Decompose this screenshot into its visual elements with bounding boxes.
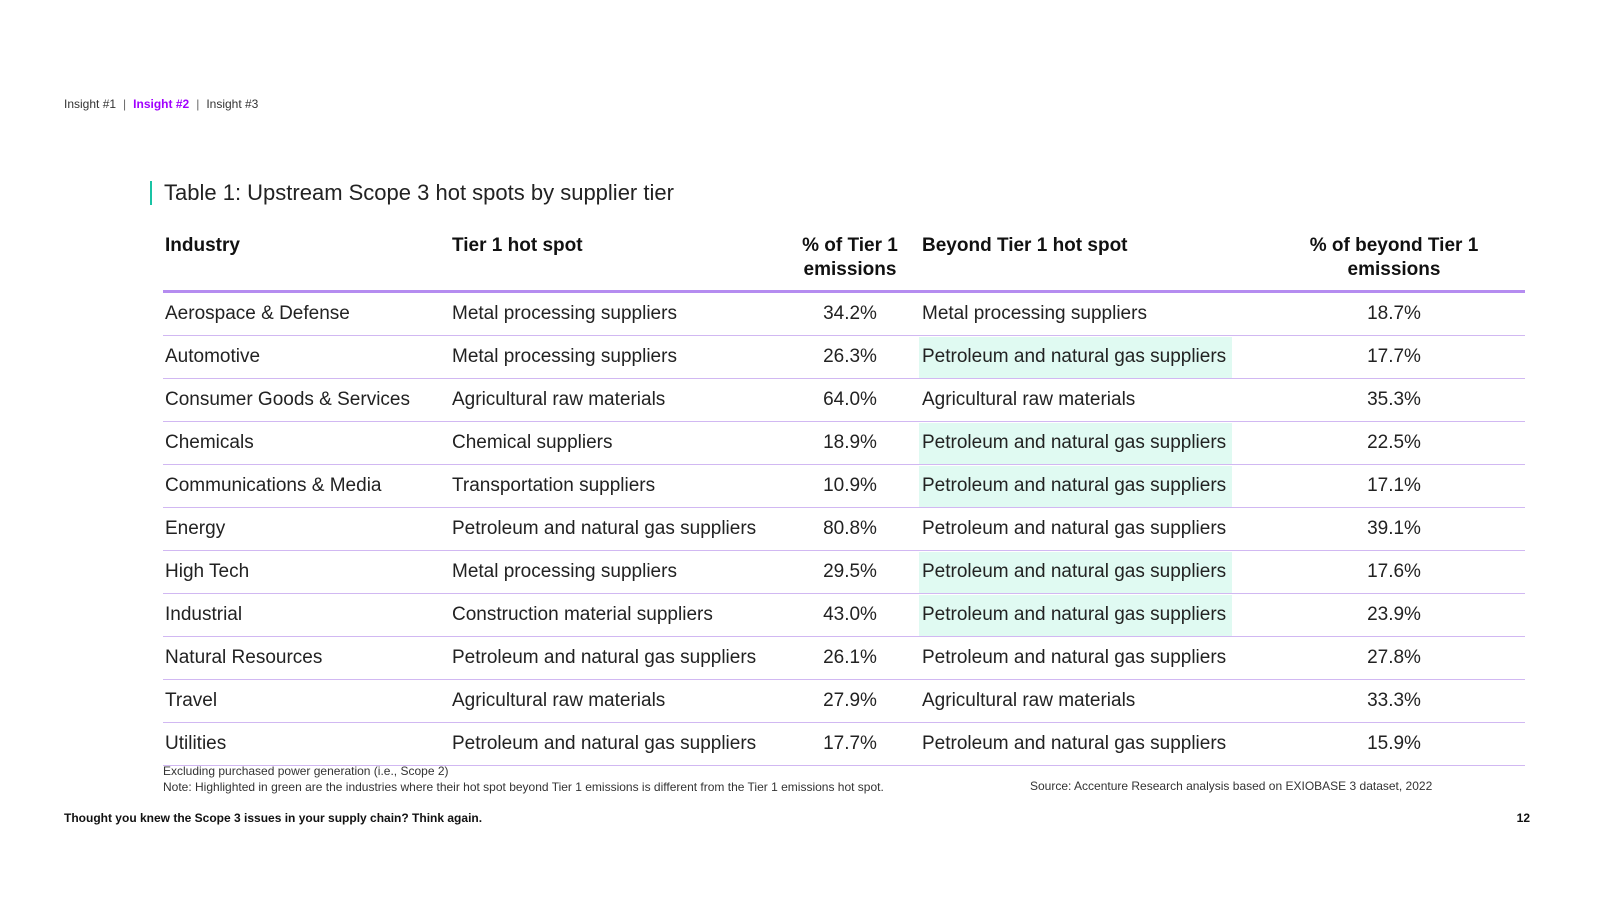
cell-beyond-hotspot: Petroleum and natural gas suppliers	[919, 594, 1263, 637]
nav-separator: |	[196, 97, 200, 111]
cell-beyond-pct: 17.7%	[1263, 336, 1525, 379]
cell-tier1-pct: 26.3%	[780, 336, 920, 379]
header-tier1-pct-line1: % of Tier 1	[802, 235, 898, 256]
cell-beyond-pct: 23.9%	[1263, 594, 1525, 637]
cell-tier1-pct: 34.2%	[780, 293, 920, 336]
table-header: Industry Tier 1 hot spot % of Tier 1 emi…	[163, 232, 1525, 290]
cell-tier1-hotspot: Petroleum and natural gas suppliers	[450, 508, 780, 551]
cell-beyond-pct: 22.5%	[1263, 422, 1525, 465]
header-divider	[163, 290, 1525, 293]
title-accent-bar	[150, 181, 152, 205]
cell-tier1-hotspot: Construction material suppliers	[450, 594, 780, 637]
nav-separator: |	[123, 97, 127, 111]
page-number: 12	[1516, 811, 1530, 825]
header-industry: Industry	[165, 235, 240, 256]
cell-industry: Energy	[163, 508, 450, 551]
highlighted-hotspot: Petroleum and natural gas suppliers	[922, 733, 1227, 754]
cell-beyond-hotspot: Petroleum and natural gas suppliers	[919, 422, 1263, 465]
highlighted-hotspot: Petroleum and natural gas suppliers	[922, 518, 1227, 539]
nav-insight-2[interactable]: Insight #2	[133, 97, 190, 111]
cell-beyond-hotspot: Petroleum and natural gas suppliers	[919, 465, 1263, 508]
source-note: Source: Accenture Research analysis base…	[1030, 779, 1433, 793]
nav-insight-1[interactable]: Insight #1	[64, 97, 117, 111]
cell-industry: Aerospace & Defense	[163, 293, 450, 336]
highlighted-hotspot: Petroleum and natural gas suppliers	[919, 336, 1233, 378]
cell-tier1-pct: 27.9%	[780, 680, 920, 723]
header-tier1-pct-line2: emissions	[803, 259, 897, 280]
cell-industry: Industrial	[163, 594, 450, 637]
cell-beyond-hotspot: Petroleum and natural gas suppliers	[919, 336, 1263, 379]
cell-beyond-hotspot: Petroleum and natural gas suppliers	[919, 551, 1263, 594]
cell-industry: Travel	[163, 680, 450, 723]
header-beyond-pct-line2: emissions	[1347, 259, 1441, 280]
header-tier1-hotspot: Tier 1 hot spot	[452, 235, 583, 256]
cell-tier1-hotspot: Petroleum and natural gas suppliers	[450, 723, 780, 766]
cell-beyond-hotspot: Agricultural raw materials	[920, 379, 1263, 422]
cell-beyond-pct: 17.6%	[1263, 551, 1525, 594]
cell-tier1-hotspot: Petroleum and natural gas suppliers	[450, 637, 780, 680]
header-tier1-pct: % of Tier 1 emissions	[780, 232, 920, 290]
footnote-scope2: Excluding purchased power generation (i.…	[163, 764, 449, 778]
cell-tier1-hotspot: Agricultural raw materials	[450, 680, 780, 723]
cell-tier1-hotspot: Agricultural raw materials	[450, 379, 780, 422]
header-beyond-hotspot: Beyond Tier 1 hot spot	[922, 235, 1128, 256]
highlighted-hotspot: Petroleum and natural gas suppliers	[919, 551, 1233, 593]
footnotes: Excluding purchased power generation (i.…	[163, 763, 884, 795]
cell-tier1-pct: 18.9%	[780, 422, 920, 465]
cell-tier1-pct: 29.5%	[780, 551, 920, 594]
cell-beyond-pct: 18.7%	[1263, 293, 1525, 336]
cell-tier1-hotspot: Metal processing suppliers	[450, 293, 780, 336]
cell-industry: Utilities	[163, 723, 450, 766]
cell-industry: Automotive	[163, 336, 450, 379]
nav-insight-3[interactable]: Insight #3	[206, 97, 259, 111]
cell-tier1-hotspot: Chemical suppliers	[450, 422, 780, 465]
footnote-highlight-note: Note: Highlighted in green are the indus…	[163, 780, 884, 794]
highlighted-hotspot: Agricultural raw materials	[922, 690, 1136, 711]
cell-industry: Consumer Goods & Services	[163, 379, 450, 422]
cell-industry: Chemicals	[163, 422, 450, 465]
cell-industry: High Tech	[163, 551, 450, 594]
hotspot-table: Industry Tier 1 hot spot % of Tier 1 emi…	[163, 232, 1525, 766]
insight-nav: Insight #1 | Insight #2 | Insight #3	[64, 97, 258, 111]
cell-tier1-hotspot: Metal processing suppliers	[450, 336, 780, 379]
table-title-block: Table 1: Upstream Scope 3 hot spots by s…	[150, 180, 674, 206]
cell-beyond-hotspot: Metal processing suppliers	[920, 293, 1263, 336]
cell-tier1-hotspot: Transportation suppliers	[450, 465, 780, 508]
cell-beyond-pct: 35.3%	[1263, 379, 1525, 422]
cell-tier1-hotspot: Metal processing suppliers	[450, 551, 780, 594]
highlighted-hotspot: Agricultural raw materials	[922, 389, 1136, 410]
cell-industry: Natural Resources	[163, 637, 450, 680]
table-title: Table 1: Upstream Scope 3 hot spots by s…	[164, 180, 674, 205]
cell-tier1-pct: 10.9%	[780, 465, 920, 508]
highlighted-hotspot: Petroleum and natural gas suppliers	[919, 465, 1233, 507]
cell-tier1-pct: 17.7%	[780, 723, 920, 766]
highlighted-hotspot: Petroleum and natural gas suppliers	[922, 647, 1227, 668]
cell-beyond-hotspot: Petroleum and natural gas suppliers	[920, 723, 1263, 766]
cell-beyond-hotspot: Petroleum and natural gas suppliers	[920, 637, 1263, 680]
cell-tier1-pct: 80.8%	[780, 508, 920, 551]
header-beyond-pct-line1: % of beyond Tier 1	[1309, 235, 1479, 256]
cell-industry: Communications & Media	[163, 465, 450, 508]
cell-beyond-pct: 15.9%	[1263, 723, 1525, 766]
footer-tagline: Thought you knew the Scope 3 issues in y…	[64, 811, 483, 825]
cell-tier1-pct: 43.0%	[780, 594, 920, 637]
cell-beyond-pct: 39.1%	[1263, 508, 1525, 551]
cell-beyond-pct: 17.1%	[1263, 465, 1525, 508]
cell-beyond-pct: 33.3%	[1263, 680, 1525, 723]
cell-beyond-hotspot: Agricultural raw materials	[920, 680, 1263, 723]
highlighted-hotspot: Petroleum and natural gas suppliers	[919, 594, 1233, 636]
table-body: Aerospace & Defense Metal processing supp…	[163, 293, 1525, 766]
cell-beyond-pct: 27.8%	[1263, 637, 1525, 680]
highlighted-hotspot: Metal processing suppliers	[922, 303, 1147, 324]
cell-tier1-pct: 26.1%	[780, 637, 920, 680]
highlighted-hotspot: Petroleum and natural gas suppliers	[919, 422, 1233, 464]
cell-tier1-pct: 64.0%	[780, 379, 920, 422]
cell-beyond-hotspot: Petroleum and natural gas suppliers	[920, 508, 1263, 551]
header-beyond-pct: % of beyond Tier 1 emissions	[1263, 232, 1525, 290]
